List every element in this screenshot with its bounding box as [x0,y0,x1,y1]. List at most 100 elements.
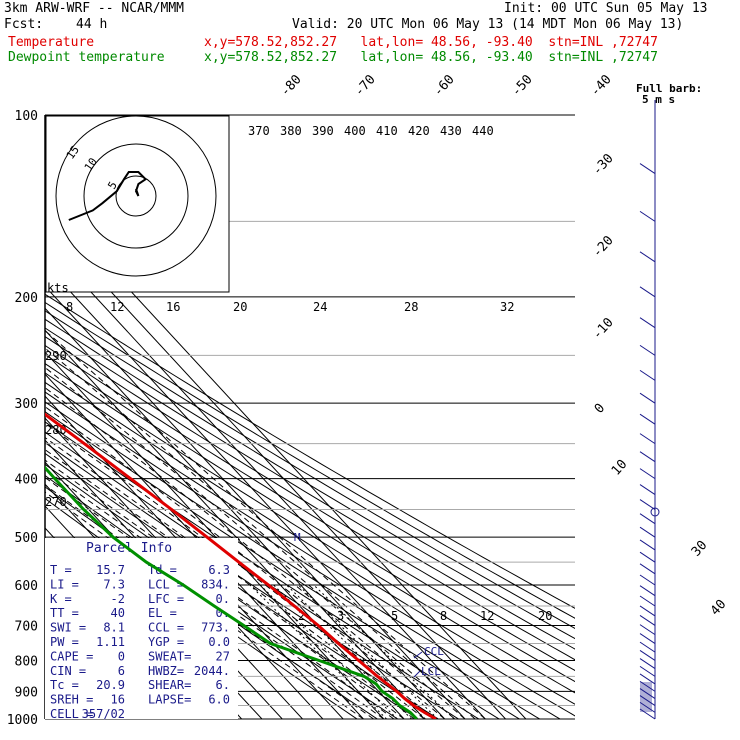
wind-barb [639,680,656,692]
theta-label: 430 [440,124,462,138]
parcel-info-value: 6 [118,664,125,678]
wind-barb [639,484,656,495]
wind-barb [639,344,656,356]
parcel-info-value: 2044. [194,664,230,678]
temperature-legend: Temperature [8,35,95,50]
wind-barb [639,665,656,677]
mixing-ratio-low-label: 5 [391,609,398,623]
theta-label: 380 [280,124,302,138]
marker-arrows [413,651,423,678]
wind-barb [639,701,656,713]
parcel-info-value: K = [50,592,72,606]
valid-time: Valid: 20 UTC Mon 06 May 13 (14 MDT Mon … [292,17,684,32]
theta-label: 270 [45,495,67,509]
isotherm-label: 0 [592,401,608,417]
moist-adiabat [45,387,456,719]
parcel-info-value: PW = [50,635,79,649]
dewpoint-profile [45,465,418,719]
wind-barb [639,369,656,381]
wind-barb [639,513,656,525]
parcel-info-value: CIN = [50,664,86,678]
parcel-info-value: HWBZ= [148,664,184,678]
wind-barb [639,633,656,644]
wind-barb [639,317,656,329]
wind-barb [639,605,656,617]
wind-barb [639,286,656,298]
pressure-tick-label: 1000 [7,713,38,728]
theta-label: 440 [472,124,494,138]
mixing-ratio-line [249,584,387,719]
mixing-ratio-line [313,584,455,719]
pressure-tick-label: 900 [15,685,38,700]
wind-barb [639,539,656,551]
parcel-info-value: 0.0 [208,635,230,649]
wind-barb [639,688,656,699]
wind-barb [639,708,656,720]
mixing-ratio-label: 12 [110,300,124,314]
forecast-hour: 44 h [76,17,108,32]
parcel-info-value: 357/02 [82,707,125,721]
wind-barb [639,433,656,445]
isotherm [45,219,506,719]
parcel-info-value: Tc = [50,678,79,692]
hodograph: 5 10 15 kts [45,115,230,295]
wind-barb [639,451,656,463]
ccl-marker: CCL [424,645,444,658]
wind-barb [639,413,656,425]
parcel-info-value: 6.0 [208,693,230,707]
dewpoint-location: x,y=578.52,852.27 lat,lon= 48.56, -93.40… [204,50,658,65]
forecast-label: Fcst: [4,17,44,32]
pressure-tick-label: 800 [15,654,38,669]
pressure-tick-label: 400 [15,473,38,488]
parcel-info-value: 834. [201,577,230,591]
parcel-info-value: LAPSE= [148,693,191,707]
parcel-info-value: SWI = [50,621,86,635]
wind-barb [639,695,656,706]
m-marker: M [294,531,301,544]
temperature-location: x,y=578.52,852.27 lat,lon= 48.56, -93.40… [204,35,658,50]
isotherm [45,307,425,719]
wind-barb-cluster [640,682,652,712]
wind-barbs [639,100,660,720]
mixing-ratio-low-label: 8 [440,609,447,623]
theta-label: 400 [344,124,366,138]
parcel-info-value: YGP = [148,635,184,649]
mixing-ratio-label: 8 [66,300,73,314]
parcel-info-value: 0 [118,649,125,663]
wind-barb [639,585,656,597]
theta-label: 290 [45,349,67,363]
moist-adiabat [45,468,395,719]
isotherm-label: -30 [590,151,617,178]
hodograph-ring-label: 10 [82,155,100,173]
wind-barb [639,563,656,575]
mixing-ratio-low-label: 12 [480,609,494,623]
wind-barb [639,251,656,263]
pressure-tick-label: 200 [15,291,38,306]
wind-barb [639,673,656,685]
barb-legend-line1: Full barb: [636,82,702,95]
parcel-info-value: 15.7 [96,563,125,577]
wind-barb [639,615,656,626]
isotherm-label: -80 [278,72,305,99]
parcel-info-value: TT = [50,606,79,620]
mixing-ratio-low-label: 20 [538,609,552,623]
theta-label: 280 [45,423,67,437]
hodograph-ring-label: 15 [64,143,82,161]
parcel-info-panel: Parcel Info T = 15.7 Td = 6.3LI = 7.3 LCL = 83… [45,538,238,721]
parcel-info-value: -2 [111,592,125,606]
hodograph-trace [68,171,148,221]
parcel-info-value: LCL = [148,577,184,591]
pressure-tick-label: 100 [15,109,38,124]
hodograph-units: kts [47,281,69,295]
isotherm-label: 30 [689,538,711,560]
isotherm [45,241,486,719]
parcel-info-value: 0. [216,592,230,606]
pressure-tick-label: 500 [15,531,38,546]
parcel-info-value: T = [50,563,72,577]
wind-barb [639,392,656,404]
isotherm-label: -70 [352,72,379,99]
wind-barb [639,650,656,661]
mixing-ratio-line [297,584,439,719]
